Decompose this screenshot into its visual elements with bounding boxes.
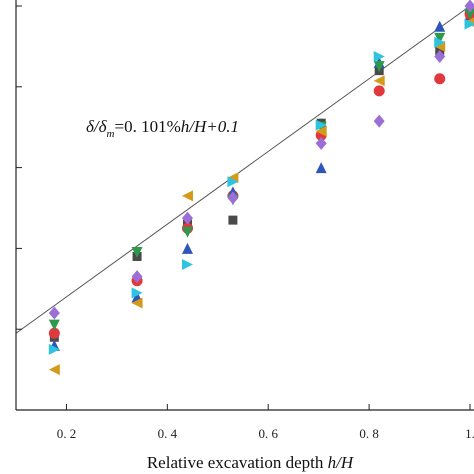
circle-point [434,73,446,85]
triangle-right-point [48,343,60,355]
x-tick-label: 0. 4 [158,426,178,441]
plot-area [16,0,474,410]
x-axis-title: Relative excavation depth h/H [147,453,355,472]
triangle-down-point [182,226,194,238]
fit-line [15,5,471,334]
triangle-left-point [48,364,60,376]
triangle-left-point [182,190,194,202]
fit-line-layer [15,5,471,334]
triangle-down-point [131,246,143,258]
triangle-down-point [434,32,446,44]
triangle-down-point [373,61,385,73]
circle-point [373,85,385,97]
triangle-left-point [131,297,143,309]
diamond-point [434,50,446,63]
triangle-right-point [182,259,194,271]
triangle-down-point [48,319,60,331]
triangle-right-point [131,287,143,299]
triangle-right-point [315,119,327,131]
triangle-right-point [373,51,385,62]
triangle-left-point [315,125,327,137]
diamond-point [315,136,327,150]
triangle-right-point [434,36,446,48]
x-tick-label: 0. 2 [57,426,77,441]
triangle-left-point [373,75,385,87]
x-tick-label: 1. [465,426,474,441]
diamond-point [131,270,143,284]
triangle-right-point [464,18,474,30]
regression-equation: δ/δm=0. 101%h/H+0.1 [86,117,239,140]
x-tick-label: 0. 6 [258,426,278,441]
triangle-right-point [227,176,239,188]
diamond-point [227,191,239,205]
triangle-down-point [464,8,474,20]
series-diamond [48,0,474,320]
series-triangle-right [48,18,474,355]
circle-point [48,327,60,339]
diamond-point [182,211,194,225]
diamond-point [464,0,474,13]
diamond-point [373,114,385,128]
axis-ticks: 0. 2 0. 4 0. 6 0. 8 1. [16,5,474,441]
triangle-up-point [182,242,194,254]
x-tick-label: 0. 8 [359,426,379,441]
square-point [228,215,238,225]
diamond-point [48,306,60,320]
triangle-up-point [315,162,327,174]
triangle-up-point [434,20,446,32]
data-points-layer [48,0,474,376]
